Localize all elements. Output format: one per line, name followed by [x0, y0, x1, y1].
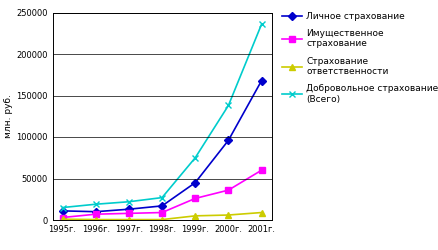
Добровольное страхование
(Всего) — [60, 206, 65, 209]
Личное страхование — [159, 204, 165, 208]
Личное страхование — [60, 209, 65, 212]
Добровольное страхование
(Всего) — [159, 196, 165, 199]
Личное страхование — [259, 79, 264, 82]
Личное страхование — [226, 139, 231, 142]
Имущественное
страхование — [259, 169, 264, 172]
Добровольное страхование
(Всего) — [259, 22, 264, 26]
Line: Добровольное страхование
(Всего): Добровольное страхование (Всего) — [59, 21, 265, 211]
Страхование
ответственности — [126, 218, 131, 221]
Личное страхование — [193, 181, 198, 184]
Legend: Личное страхование, Имущественное
страхование, Страхование
ответственности, Добр: Личное страхование, Имущественное страхо… — [278, 8, 438, 107]
Line: Страхование
ответственности: Страхование ответственности — [60, 210, 265, 222]
Имущественное
страхование — [159, 211, 165, 214]
Личное страхование — [93, 210, 98, 213]
Личное страхование — [126, 208, 131, 211]
Страхование
ответственности — [159, 218, 165, 221]
Добровольное страхование
(Всего) — [193, 156, 198, 159]
Имущественное
страхование — [226, 188, 231, 192]
Имущественное
страхование — [93, 213, 98, 216]
Страхование
ответственности — [193, 214, 198, 217]
Line: Личное страхование: Личное страхование — [60, 78, 265, 214]
Добровольное страхование
(Всего) — [126, 200, 131, 203]
Имущественное
страхование — [60, 216, 65, 219]
Y-axis label: млн. руб.: млн. руб. — [4, 94, 14, 138]
Добровольное страхование
(Всего) — [93, 203, 98, 206]
Добровольное страхование
(Всего) — [226, 104, 231, 107]
Страхование
ответственности — [60, 218, 65, 221]
Страхование
ответственности — [259, 211, 264, 214]
Line: Имущественное
страхование: Имущественное страхование — [60, 168, 265, 220]
Имущественное
страхование — [193, 197, 198, 200]
Имущественное
страхование — [126, 212, 131, 215]
Страхование
ответственности — [226, 214, 231, 216]
Страхование
ответственности — [93, 218, 98, 221]
